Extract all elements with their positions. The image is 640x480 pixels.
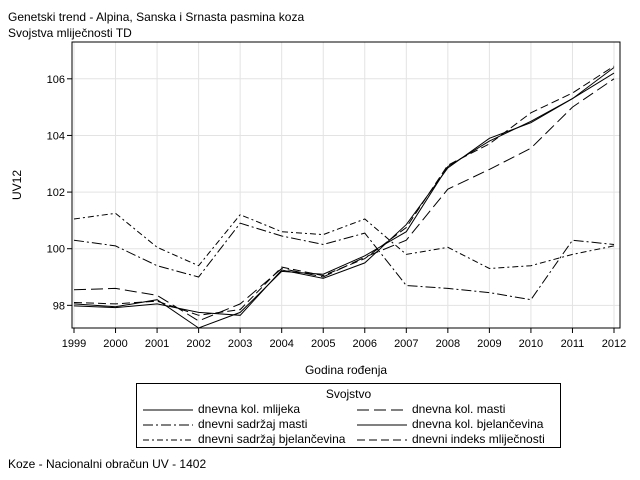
legend-item: dnevni sadržaj bjelančevina [143, 432, 346, 448]
legend-item: dnevna kol. bjelančevina [357, 417, 557, 433]
legend-line-swatch [357, 409, 407, 411]
y-tick-label: 104 [47, 130, 65, 142]
legend-line-swatch [357, 439, 407, 441]
series-line-4 [73, 67, 615, 316]
x-tick-label: 2005 [311, 338, 335, 350]
y-tick-label: 100 [47, 244, 65, 256]
x-tick-label: 2001 [145, 338, 169, 350]
x-axis: 1999 2000 2001 2002 2003 2004 2005 2006 2007 2008… [62, 328, 626, 350]
x-tick-label: 2010 [519, 338, 543, 350]
legend-label: dnevni sadržaj bjelančevina [198, 432, 346, 446]
x-axis-label: Godina rođenja [305, 363, 387, 377]
legend-line-swatch [143, 424, 193, 426]
legend-label: dnevna kol. bjelančevina [412, 417, 544, 431]
chart-title: Genetski trend - Alpina, Sanska i Srnast… [8, 10, 305, 24]
series-line-2 [73, 78, 615, 322]
x-tick-label: 2008 [436, 338, 460, 350]
y-tick-label: 98 [53, 300, 65, 312]
series-line-6 [73, 65, 615, 316]
legend-line-swatch [143, 439, 193, 441]
gridlines [72, 42, 620, 328]
x-tick-label: 2012 [602, 338, 626, 350]
series-line-3 [73, 222, 615, 301]
x-tick-label: 2006 [353, 338, 377, 350]
x-tick-label: 2002 [186, 338, 210, 350]
x-tick-label: 2000 [103, 338, 127, 350]
x-tick-label: 2003 [228, 338, 252, 350]
chart-subtitle: Svojstva mliječnosti TD [8, 26, 132, 40]
x-tick-label: 2004 [269, 338, 293, 350]
y-tick-label: 106 [47, 74, 65, 86]
legend-item: dnevna kol. masti [357, 402, 557, 418]
legend: Svojstvo dnevna kol. mlijeka dnevna kol. … [136, 383, 561, 448]
y-tick-label: 102 [47, 187, 65, 199]
plot-frame [71, 41, 621, 329]
legend-line-swatch [143, 409, 193, 411]
legend-label: dnevna kol. masti [412, 402, 506, 416]
x-tick-label: 2007 [394, 338, 418, 350]
legend-label: dnevni indeks mliječnosti [412, 432, 545, 446]
x-tick-label: 2009 [477, 338, 501, 350]
x-tick-label: 2011 [561, 338, 585, 350]
legend-item: dnevni indeks mliječnosti [357, 432, 557, 448]
legend-item: dnevna kol. mlijeka [143, 402, 343, 418]
x-tick-label: 1999 [62, 338, 86, 350]
y-axis: 98 100 102 104 106 [47, 74, 72, 312]
legend-title: Svojstvo [325, 387, 372, 401]
series-line-5 [73, 212, 615, 270]
series-line-1 [73, 72, 615, 329]
legend-line-swatch [357, 424, 407, 426]
footnote: Koze - Nacionalni obračun UV - 1402 [8, 457, 207, 471]
legend-label: dnevna kol. mlijeka [198, 402, 301, 416]
series-lines [73, 65, 615, 329]
legend-label: dnevni sadržaj masti [198, 417, 308, 431]
chart-title-block: Genetski trend - Alpina, Sanska i Srnast… [8, 9, 304, 41]
legend-item: dnevni sadržaj masti [143, 417, 343, 433]
y-axis-label: UV12 [10, 170, 24, 200]
